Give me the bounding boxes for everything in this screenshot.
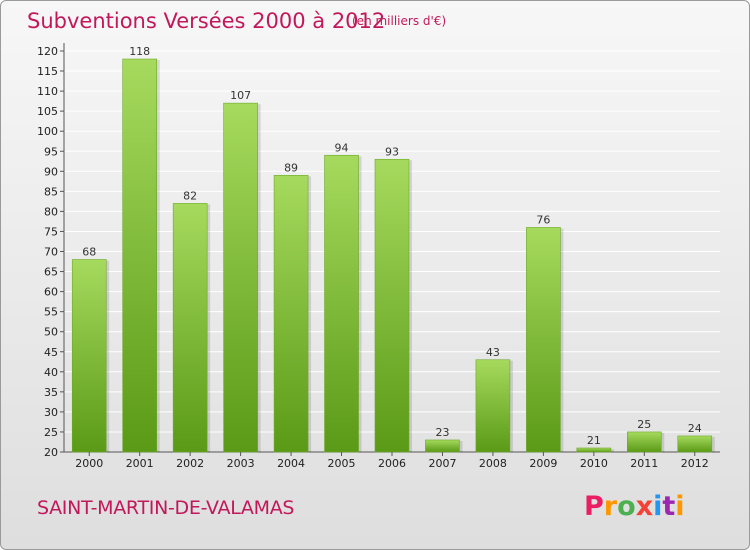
data-label: 25 [637,418,651,431]
data-label: 89 [284,161,298,174]
y-tick-label: 35 [44,386,58,399]
y-tick-label: 120 [37,45,58,58]
proxiti-logo: Proxiti [584,491,685,522]
data-label: 93 [385,145,399,158]
y-tick-label: 105 [37,105,58,118]
logo-letter: i [675,491,685,522]
y-tick-label: 45 [44,346,58,359]
y-tick-label: 80 [44,205,58,218]
x-tick-label: 2010 [580,457,608,470]
y-tick-label: 95 [44,145,58,158]
logo-letter: x [635,491,654,522]
y-tick-label: 25 [44,426,58,439]
y-tick-label: 75 [44,225,58,238]
bar [122,58,157,453]
y-tick-label: 110 [37,85,58,98]
bar [576,447,612,453]
x-tick-label: 2009 [529,457,557,470]
bar [324,154,359,453]
y-tick-label: 90 [44,165,58,178]
bar [475,359,511,453]
bar [223,102,258,453]
x-tick-label: 2008 [479,457,507,470]
logo-letter: i [653,491,663,522]
logo-letter: r [603,491,618,522]
bar [526,227,561,453]
data-label: 24 [688,422,702,435]
bar [71,259,107,453]
commune-name: SAINT-MARTIN-DE-VALAMAS [37,497,295,519]
y-tick-label: 55 [44,306,58,319]
y-tick-label: 65 [44,266,58,279]
x-tick-label: 2006 [378,457,406,470]
bar [374,158,410,453]
x-tick-label: 2011 [630,457,658,470]
x-tick-label: 2003 [227,457,255,470]
y-tick-label: 115 [37,65,58,78]
y-tick-label: 85 [44,185,58,198]
data-label: 118 [129,45,150,58]
data-label: 43 [486,346,500,359]
y-tick-label: 40 [44,366,58,379]
data-label: 23 [435,426,449,439]
logo-letter: o [617,491,636,522]
logo-letter: P [584,491,604,522]
data-label: 76 [536,213,550,226]
x-tick-label: 2002 [176,457,204,470]
bar [273,175,309,453]
y-tick-label: 60 [44,286,58,299]
y-tick-label: 50 [44,326,58,339]
data-label: 94 [335,141,349,154]
x-tick-label: 2007 [428,457,456,470]
data-label: 82 [183,189,197,202]
y-tick-label: 100 [37,125,58,138]
chart-subtitle: (en milliers d'€) [352,14,447,28]
y-tick-label: 30 [44,406,58,419]
bar [627,431,662,453]
x-tick-label: 2001 [126,457,154,470]
logo-letter: t [662,491,676,522]
bar [677,435,713,453]
data-label: 21 [587,434,601,447]
chart-title: Subventions Versées 2000 à 2012 [27,9,386,33]
x-tick-label: 2012 [681,457,709,470]
data-label: 68 [82,246,96,259]
y-tick-label: 20 [44,446,58,459]
data-label: 107 [230,89,251,102]
bar [425,439,460,453]
y-tick-label: 70 [44,246,58,259]
x-tick-label: 2004 [277,457,305,470]
x-tick-label: 2005 [328,457,356,470]
x-tick-label: 2000 [75,457,103,470]
bar [172,203,208,453]
